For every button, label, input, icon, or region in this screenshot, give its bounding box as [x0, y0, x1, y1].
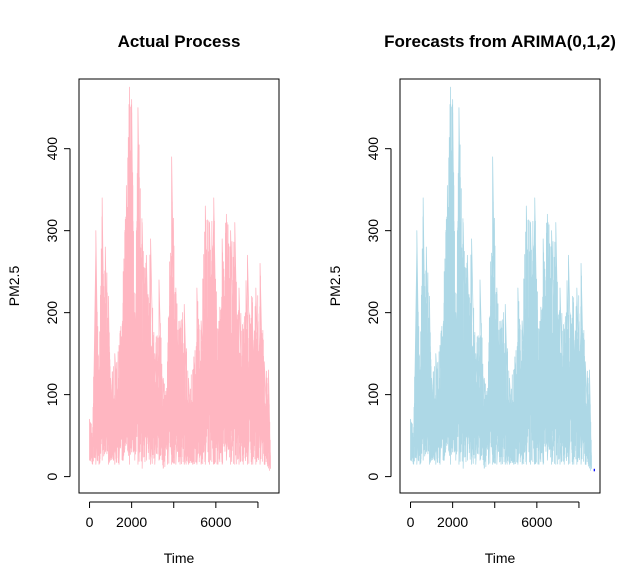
- y-tick-label: 0: [365, 473, 381, 481]
- y-tick-label: 100: [44, 383, 60, 407]
- plot-frame: [399, 78, 601, 494]
- series-layer: [89, 86, 271, 471]
- plot-frame: [78, 78, 280, 494]
- y-tick-label: 300: [365, 219, 381, 243]
- series-line: [410, 86, 592, 471]
- y-axis: 0 100 200 300 400: [44, 137, 71, 481]
- x-axis-label: Time: [164, 550, 195, 566]
- y-tick-label: 200: [44, 301, 60, 325]
- y-tick-label: 0: [44, 473, 60, 481]
- x-axis: 0 2000 6000: [407, 501, 580, 530]
- x-axis-label: Time: [485, 550, 516, 566]
- series-layer: [410, 86, 595, 472]
- chart-title: Actual Process: [118, 32, 241, 51]
- x-tick-label: 0: [407, 514, 415, 530]
- x-tick-label: 6000: [200, 514, 231, 530]
- y-axis-label: PM2.5: [327, 266, 343, 307]
- x-axis: 0 2000 6000: [86, 501, 259, 530]
- x-tick-label: 2000: [437, 514, 468, 530]
- y-tick-label: 100: [365, 383, 381, 407]
- x-tick-label: 2000: [116, 514, 147, 530]
- x-tick-label: 0: [86, 514, 94, 530]
- y-axis-label: PM2.5: [6, 266, 22, 307]
- x-tick-label: 6000: [521, 514, 552, 530]
- y-tick-label: 400: [365, 137, 381, 161]
- chart-title: Forecasts from ARIMA(0,1,2): [384, 32, 616, 51]
- panel-forecasts: Forecasts from ARIMA(0,1,2) 0 2000 6000 0 1…: [327, 32, 616, 566]
- y-tick-label: 400: [44, 137, 60, 161]
- panel-actual-process: Actual Process 0 2000 6000 0 100 200 300 400 T…: [6, 32, 280, 566]
- series-line: [89, 86, 271, 471]
- y-axis: 0 100 200 300 400: [365, 137, 392, 481]
- y-tick-label: 300: [44, 219, 60, 243]
- y-tick-label: 200: [365, 301, 381, 325]
